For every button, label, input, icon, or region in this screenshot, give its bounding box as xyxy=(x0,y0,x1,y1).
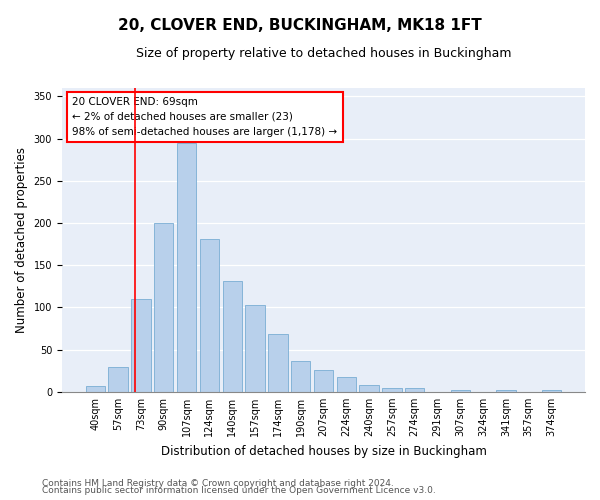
Bar xyxy=(200,239,219,392)
Bar xyxy=(109,368,128,392)
Text: 20, CLOVER END, BUCKINGHAM, MK18 1FT: 20, CLOVER END, BUCKINGHAM, MK18 1FT xyxy=(118,18,482,32)
Bar xyxy=(268,334,287,392)
Bar xyxy=(451,390,470,392)
Bar xyxy=(86,386,105,392)
Bar xyxy=(405,388,424,392)
Text: Contains HM Land Registry data © Crown copyright and database right 2024.: Contains HM Land Registry data © Crown c… xyxy=(42,478,394,488)
Bar xyxy=(314,370,333,392)
Bar xyxy=(496,390,515,392)
Text: 20 CLOVER END: 69sqm
← 2% of detached houses are smaller (23)
98% of semi-detach: 20 CLOVER END: 69sqm ← 2% of detached ho… xyxy=(73,97,337,137)
Bar xyxy=(177,143,196,392)
Bar xyxy=(223,282,242,392)
Text: Contains public sector information licensed under the Open Government Licence v3: Contains public sector information licen… xyxy=(42,486,436,495)
Bar xyxy=(131,299,151,392)
Bar xyxy=(382,388,401,392)
Bar xyxy=(291,362,310,392)
Bar xyxy=(337,376,356,392)
Bar xyxy=(154,223,173,392)
X-axis label: Distribution of detached houses by size in Buckingham: Distribution of detached houses by size … xyxy=(161,444,487,458)
Y-axis label: Number of detached properties: Number of detached properties xyxy=(15,147,28,333)
Bar xyxy=(245,305,265,392)
Bar xyxy=(359,385,379,392)
Bar xyxy=(542,390,561,392)
Title: Size of property relative to detached houses in Buckingham: Size of property relative to detached ho… xyxy=(136,48,511,60)
